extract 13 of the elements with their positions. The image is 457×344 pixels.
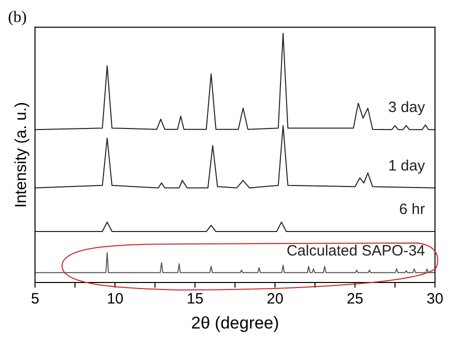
y-axis-title: Intensity (a. u.)	[13, 102, 30, 208]
series-label: 6 hr	[399, 201, 425, 218]
x-tick-label: 20	[266, 290, 284, 308]
x-tick-label: 30	[426, 290, 444, 308]
x-tick-label: 25	[346, 290, 364, 308]
series-label: 1 day	[388, 158, 426, 175]
x-tick-label: 10	[106, 290, 124, 308]
x-axis-title: 2θ (degree)	[191, 313, 280, 332]
x-tick-label: 15	[186, 290, 204, 308]
chart-title: (b)	[8, 8, 27, 26]
x-tick-label: 5	[31, 290, 40, 308]
series-label: 3 day	[388, 99, 426, 116]
series-label: Calculated SAPO-34	[286, 242, 425, 260]
